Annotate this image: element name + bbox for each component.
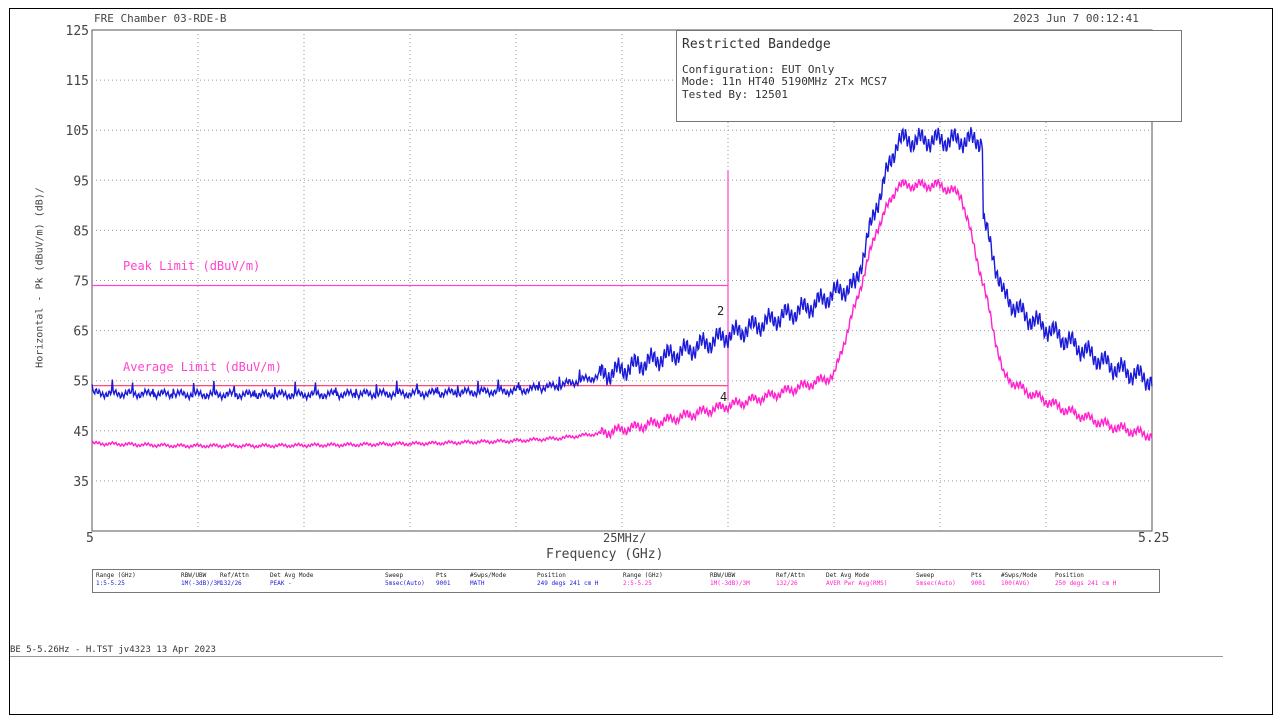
footer-text: BE 5-5.26Hz - H.TST jv4323 13 Apr 2023 [10, 645, 216, 655]
x-tick-end: 5.25 [1138, 531, 1170, 546]
limit-lines [92, 170, 729, 401]
y-tick-labels: 125 115 105 95 85 75 65 55 45 35 [66, 24, 89, 490]
page-frame [9, 8, 1273, 715]
info-mode: Mode: 11n HT40 5190MHz 2Tx MCS7 [682, 75, 888, 88]
info-tested-by: Tested By: 12501 [682, 88, 788, 101]
y-tick-label: 65 [73, 325, 89, 340]
x-axis-label: Frequency (GHz) [546, 547, 664, 562]
x-tick-start: 5 [86, 531, 94, 546]
info-configuration: Configuration: EUT Only [682, 63, 835, 76]
info-box: Restricted Bandedge Configuration: EUT O… [676, 30, 1182, 122]
y-tick-label: 125 [66, 24, 89, 39]
average-limit-label: Average Limit (dBuV/m) [123, 360, 282, 374]
marker-4-label: 4 [720, 390, 728, 404]
y-tick-label: 95 [73, 174, 89, 189]
footer-rule [10, 656, 1223, 657]
chart-title: FRE Chamber 03-RDE-B [94, 12, 227, 25]
peak-limit-label: Peak Limit (dBuV/m) [123, 259, 261, 273]
y-tick-label: 35 [73, 475, 89, 490]
y-axis-label: Horizontal - Pk (dBuV/m) (dB)/ [34, 187, 46, 368]
chart-grid [91, 29, 1153, 532]
y-tick-label: 105 [66, 124, 89, 139]
sweep-settings-table: Range (GHz) 1:5-5.25 RBW/UBW 1M(-3dB)/3M R… [92, 569, 1160, 593]
chart-datetime: 2023 Jun 7 00:12:41 [1013, 12, 1139, 25]
y-tick-label: 75 [73, 275, 89, 290]
y-tick-label: 85 [73, 224, 89, 239]
average-trace [91, 178, 1153, 450]
y-tick-label: 55 [73, 375, 89, 390]
info-box-title: Restricted Bandedge [682, 37, 831, 52]
trace-group [91, 127, 1153, 450]
marker-2-label: 2 [717, 304, 725, 318]
peak-trace [91, 127, 1153, 403]
y-tick-label: 45 [73, 425, 89, 440]
y-tick-label: 115 [66, 74, 89, 89]
x-center-label: 25MHz/ [603, 531, 647, 545]
